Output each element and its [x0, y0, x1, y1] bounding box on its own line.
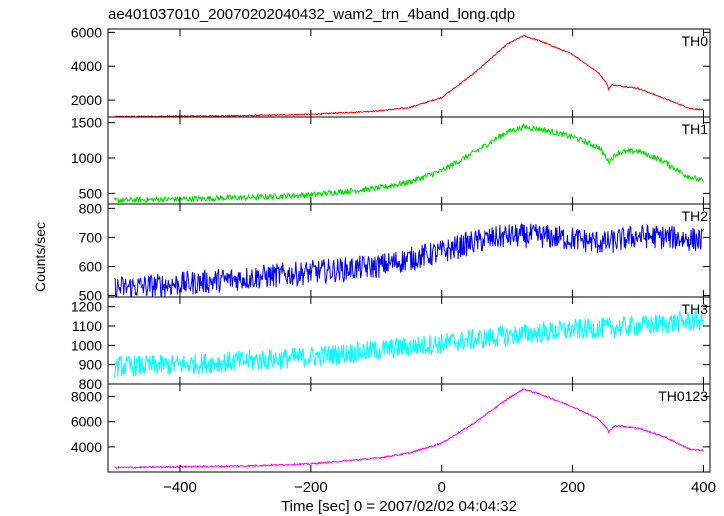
y-tick-label: 800: [79, 376, 103, 392]
panel-th0: 2000 4000 6000 TH0: [71, 24, 711, 118]
y-tick-label: 4000: [71, 439, 102, 455]
series-line-th0: [114, 34, 704, 117]
y-axis-label: Counts/sec: [32, 222, 48, 292]
y-tick-label: 700: [79, 229, 103, 245]
panel-label: TH0123: [658, 388, 708, 404]
panel-frame: [107, 116, 711, 205]
x-tick-label: −400: [163, 479, 197, 496]
panel-label: TH0: [682, 33, 709, 49]
y-tick-label: 1000: [71, 150, 102, 166]
y-tick-label: 900: [79, 357, 103, 373]
y-tick-label: 6000: [71, 414, 102, 430]
y-tick-label: 600: [79, 258, 103, 274]
y-tick-label: 1200: [71, 299, 102, 315]
series-line-th0123: [114, 387, 704, 469]
series-line-th2: [114, 223, 704, 297]
x-axis-label: Time [sec] 0 = 2007/02/02 04:04:32: [281, 498, 517, 515]
panel-label: TH1: [682, 121, 709, 137]
panel-th1: 500 1000 1500 TH1: [71, 115, 711, 205]
y-tick-label: 800: [79, 200, 103, 216]
panel-th2: 500 600 700 800 TH2: [79, 200, 711, 304]
panels: 2000 4000 6000 TH0 500 1000 1500 TH1 500 600 700 80…: [71, 24, 711, 473]
panel-th3: 800 900 1000 1100 1200 TH3: [71, 296, 711, 392]
y-tick-label: 6000: [71, 24, 102, 40]
x-tick-label: 0: [438, 479, 446, 496]
panel-label: TH2: [682, 208, 709, 224]
panel-label: TH3: [682, 301, 709, 317]
x-tick-label: 200: [560, 479, 585, 496]
y-tick-label: 1000: [71, 337, 102, 353]
series-line-th3: [114, 309, 704, 378]
x-tick-label: 400: [691, 479, 716, 496]
panel-th0123: 4000 6000 8000 TH0123: [71, 383, 711, 473]
x-tick-labels: −400 −200 0 200 400: [163, 479, 716, 496]
y-tick-label: 4000: [71, 58, 102, 74]
y-tick-label: 1100: [72, 318, 102, 334]
y-tick-label: 2000: [71, 92, 102, 108]
x-tick-label: −200: [294, 479, 328, 496]
panel-frame: [107, 383, 711, 473]
y-tick-label: 1500: [71, 115, 102, 131]
chart-title: ae401037010_20070202040432_wam2_trn_4ban…: [108, 6, 515, 23]
y-tick-label: 500: [79, 288, 103, 304]
y-tick-label: 8000: [71, 389, 102, 405]
series-line-th1: [114, 123, 704, 204]
y-tick-label: 500: [79, 185, 103, 201]
panel-frame: [107, 203, 711, 298]
panel-frame: [107, 28, 711, 118]
